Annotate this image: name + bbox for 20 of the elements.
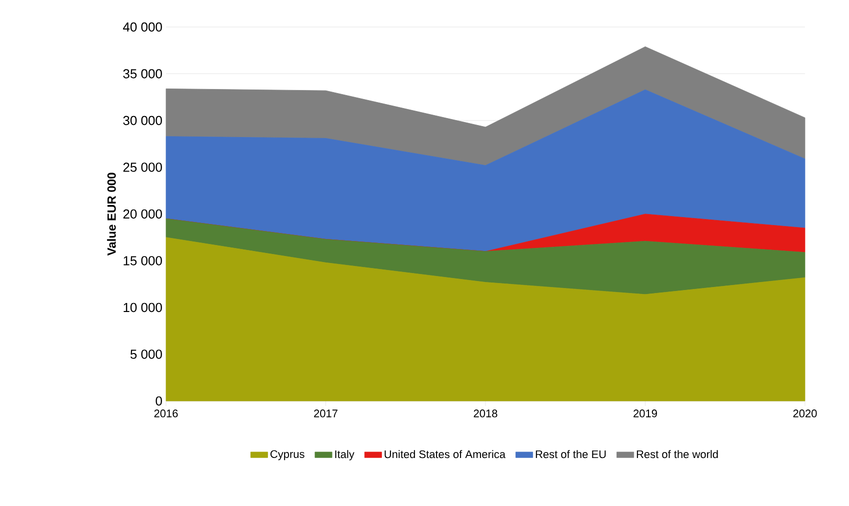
x-tick-label: 2019: [634, 410, 657, 418]
x-tick-label: 2018: [474, 410, 498, 418]
legend-label: Rest of the EU: [536, 450, 606, 458]
y-tick-label: 30 000: [123, 116, 162, 126]
y-axis-title: Value EUR 000: [107, 172, 116, 256]
legend-label: United States of America: [384, 450, 506, 458]
y-tick-label: 40 000: [123, 22, 162, 32]
y-tick-label: 5 000: [130, 350, 162, 359]
x-tick-label: 2017: [314, 410, 338, 418]
y-tick-label: 20 000: [123, 209, 162, 219]
y-tick-label: 25 000: [123, 162, 162, 172]
legend-label: Rest of the world: [636, 450, 718, 458]
legend-label: Italy: [335, 450, 354, 460]
y-tick-label: 15 000: [124, 256, 162, 266]
y-tick-label: 0: [156, 396, 162, 406]
y-tick-label: 35 000: [123, 69, 162, 78]
legend-label: Cyprus: [270, 450, 304, 460]
y-tick-label: 10 000: [124, 302, 162, 312]
x-tick-label: 2020: [793, 410, 817, 418]
x-tick-label: 2016: [154, 410, 178, 418]
